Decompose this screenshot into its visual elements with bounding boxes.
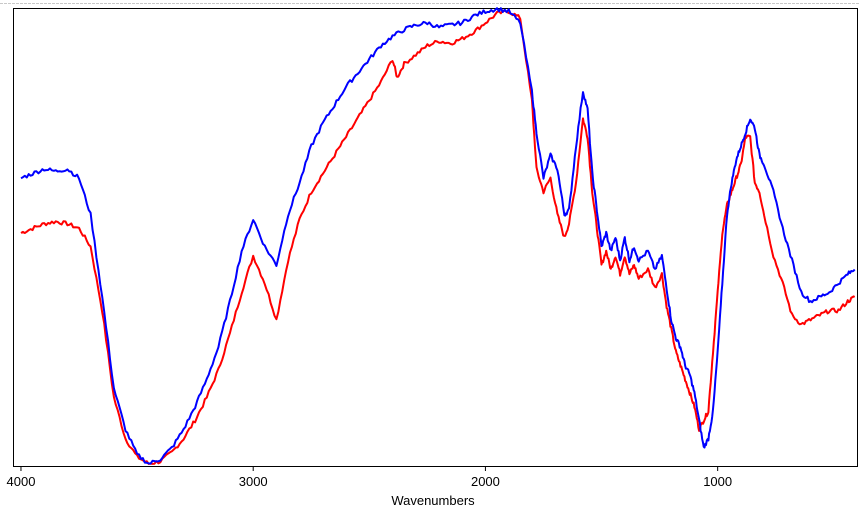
x-axis: 4000 3000 2000 1000 bbox=[7, 466, 732, 489]
series-line-1 bbox=[20, 7, 856, 465]
x-axis-title: Wavenumbers bbox=[391, 493, 475, 508]
x-tick-label: 1000 bbox=[703, 474, 732, 489]
x-tick-label: 3000 bbox=[239, 474, 268, 489]
plot-frame bbox=[13, 8, 858, 467]
x-tick-label: 4000 bbox=[7, 474, 36, 489]
series-layer bbox=[20, 7, 856, 465]
series-line-2 bbox=[20, 9, 856, 465]
x-tick-label: 2000 bbox=[471, 474, 500, 489]
